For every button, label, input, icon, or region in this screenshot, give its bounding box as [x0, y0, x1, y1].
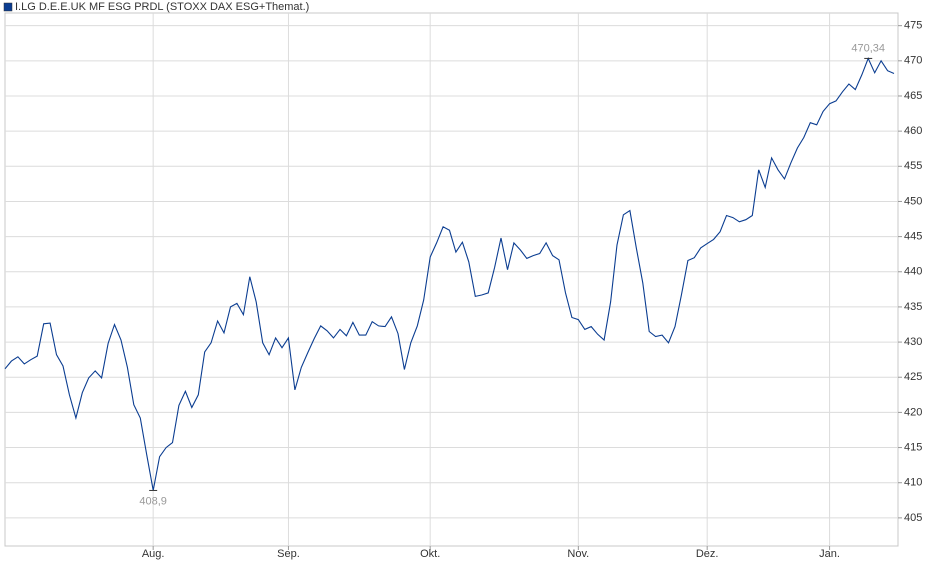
- x-tick-label: Okt.: [420, 548, 440, 560]
- x-tick-label: Nov.: [567, 548, 589, 560]
- x-tick-label: Sep.: [277, 548, 300, 560]
- y-tick-label: 475: [904, 20, 922, 32]
- y-tick-label: 420: [904, 406, 922, 418]
- y-tick-label: 435: [904, 301, 922, 313]
- y-tick-label: 430: [904, 336, 922, 348]
- y-tick-label: 470: [904, 55, 922, 67]
- y-tick-label: 410: [904, 477, 922, 489]
- y-tick-label: 445: [904, 231, 922, 243]
- y-tick-label: 450: [904, 195, 922, 207]
- chart-title: I.LG D.E.E.UK MF ESG PRDL (STOXX DAX ESG…: [15, 1, 309, 13]
- plot-frame: [4, 12, 899, 547]
- value-label: 470,34: [851, 42, 885, 54]
- y-tick-label: 440: [904, 266, 922, 278]
- y-tick-label: 455: [904, 160, 922, 172]
- x-tick-label: Jan.: [819, 548, 840, 560]
- legend-swatch: [3, 2, 13, 12]
- price-line: [4, 56, 895, 491]
- y-tick-label: 460: [904, 125, 922, 137]
- x-tick-label: Aug.: [142, 548, 165, 560]
- x-tick-label: Dez.: [696, 548, 719, 560]
- y-tick-label: 405: [904, 512, 922, 524]
- y-tick-label: 425: [904, 371, 922, 383]
- y-tick-label: 465: [904, 90, 922, 102]
- value-label: 408,9: [139, 495, 167, 507]
- y-tick-label: 415: [904, 441, 922, 453]
